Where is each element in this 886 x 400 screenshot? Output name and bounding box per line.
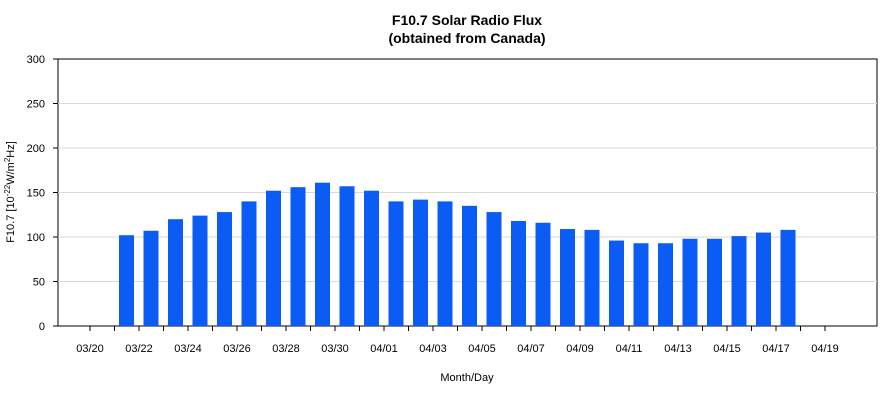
y-tick-label: 300	[27, 54, 45, 66]
bar	[511, 220, 526, 326]
bar	[535, 222, 551, 326]
bar	[756, 232, 771, 326]
x-tick-label: 03/22	[125, 343, 153, 355]
x-tick-label: 04/19	[811, 343, 839, 355]
y-axis-label-middle: W/m	[5, 162, 17, 185]
bar	[192, 215, 208, 326]
bar	[241, 201, 257, 326]
x-tick-label: 04/09	[566, 343, 594, 355]
bars	[119, 182, 796, 326]
chart-title: F10.7 Solar Radio Flux	[392, 12, 542, 28]
bar	[609, 240, 624, 326]
bar	[462, 205, 477, 326]
bar	[486, 212, 502, 326]
x-tick-label: 04/07	[517, 343, 545, 355]
x-tick-label: 04/03	[419, 343, 447, 355]
x-tick-label: 03/20	[76, 343, 104, 355]
y-tick-label: 200	[27, 143, 45, 155]
x-tick-label: 04/05	[468, 343, 496, 355]
x-tick-label: 04/11	[616, 343, 643, 355]
bar	[290, 187, 306, 326]
bar	[633, 243, 649, 326]
bar	[339, 186, 355, 326]
y-axis-ticks: 0 50 100 150 200 250 300	[27, 54, 58, 333]
x-tick-label: 03/26	[223, 343, 251, 355]
x-tick-label: 04/13	[664, 343, 692, 355]
bar	[682, 238, 698, 326]
chart-subtitle: (obtained from Canada)	[388, 30, 545, 46]
y-axis-label-prefix: F10.7 [10	[5, 196, 17, 242]
y-axis-label-exp1: -22	[3, 184, 12, 196]
bar	[584, 229, 600, 326]
y-axis-label-suffix: Hz]	[5, 141, 17, 158]
bar	[315, 182, 330, 326]
x-tick-label: 03/24	[174, 343, 202, 355]
x-tick-label: 03/28	[272, 343, 300, 355]
x-tick-label: 04/01	[370, 343, 398, 355]
bar	[560, 228, 575, 326]
y-tick-label: 0	[39, 321, 45, 333]
bar	[707, 238, 722, 326]
x-tick-label: 04/17	[762, 343, 790, 355]
bar	[388, 201, 404, 326]
bar	[731, 236, 747, 326]
bar	[119, 235, 134, 326]
x-tick-label: 04/15	[713, 343, 741, 355]
y-tick-label: 50	[33, 277, 45, 289]
x-tick-label: 03/30	[321, 343, 349, 355]
x-axis-label: Month/Day	[440, 372, 494, 384]
y-axis-label-exp2: 2	[3, 157, 12, 162]
x-axis-ticks: 03/20 03/22 03/24 03/26 03/28 03/30 04/01 04/03…	[76, 326, 839, 355]
bar	[217, 212, 232, 326]
bar	[780, 229, 796, 326]
bar	[413, 199, 428, 326]
y-axis-label: F10.7 [10-22W/m2Hz]	[3, 141, 17, 243]
y-tick-label: 100	[27, 232, 45, 244]
y-tick-label: 150	[27, 188, 45, 200]
bar	[364, 190, 379, 326]
bar	[143, 230, 159, 326]
bar	[266, 190, 281, 326]
bar	[168, 219, 183, 326]
bar	[437, 201, 453, 326]
bar	[658, 243, 673, 326]
y-tick-label: 250	[27, 99, 45, 111]
